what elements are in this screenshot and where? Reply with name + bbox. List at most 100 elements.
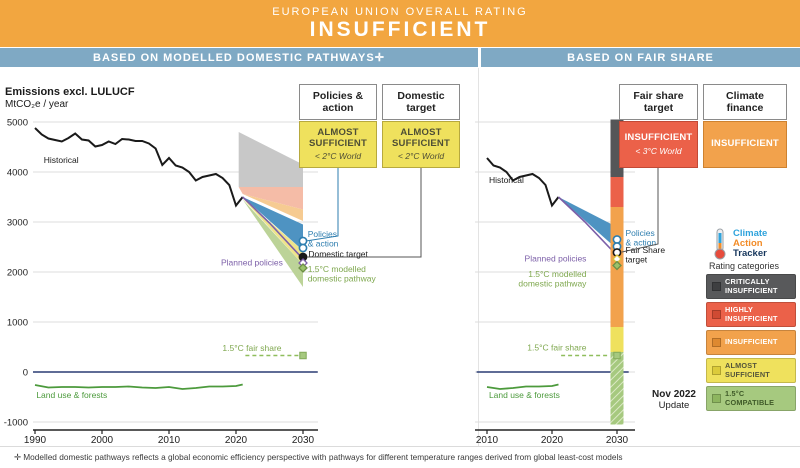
- land-use-forests-line: [486, 383, 559, 390]
- rating-value: INSUFFICIENT: [711, 138, 779, 150]
- chart-annotation: Planned policies: [525, 254, 587, 264]
- update-word: Update: [658, 400, 690, 411]
- chart-annotation: Planned policies: [221, 258, 283, 268]
- rating-world: < 2°C World: [397, 151, 445, 162]
- update-note: Nov 2022 Update: [642, 389, 706, 411]
- rating-value: INSUFFICIENT: [624, 132, 693, 144]
- y-tick-label: 1000: [7, 318, 28, 329]
- legend-item-label: ALMOST SUFFICIENT: [725, 361, 770, 379]
- legend-item-almost-sufficient: ALMOST SUFFICIENT: [706, 358, 796, 383]
- cat-logo: Climate Action Tracker: [711, 227, 767, 261]
- legend-item-label: INSUFFICIENT: [725, 337, 778, 347]
- section-header-domestic-pathways: BASED ON MODELLED DOMESTIC PATHWAYS✛: [0, 48, 478, 67]
- legend-swatch-icon: [712, 394, 721, 403]
- highly-insufficient-range: [238, 187, 303, 210]
- rating-world: < 2°C World: [314, 151, 362, 162]
- footnote: ✛ Modelled domestic pathways reflects a …: [0, 446, 800, 468]
- planned-policies-line: [557, 196, 618, 257]
- y-tick-label: 5000: [7, 118, 28, 129]
- chart-annotation: domestic pathway: [308, 274, 377, 284]
- legend-item-label: CRITICALLY INSUFFICIENT: [725, 277, 778, 295]
- land-use-forests-line: [34, 383, 243, 390]
- domestic-target-rating-box: ALMOST SUFFICIENT < 2°C World: [382, 121, 460, 168]
- policies-action-range: [242, 197, 303, 251]
- logo-line-action: Action: [733, 238, 763, 250]
- chart-annotation: & action: [308, 239, 339, 249]
- section-header-fair-share: BASED ON FAIR SHARE: [481, 48, 800, 67]
- rating-value: ALMOST SUFFICIENT: [309, 126, 367, 149]
- header-title: EUROPEAN UNION OVERALL RATING: [272, 6, 528, 18]
- logo-line-tracker: Tracker: [733, 247, 767, 259]
- fair-share-1p5-end-marker: [299, 351, 307, 360]
- policies-action-box-title: Policies & action: [299, 84, 377, 120]
- rating-world: < 3°C World: [635, 145, 682, 156]
- logo-line-climate: Climate: [733, 228, 768, 240]
- overall-rating-value: INSUFFICIENT: [309, 18, 491, 41]
- chart-annotation: Fair Share: [625, 245, 665, 255]
- fair-share-target-box-title: Fair share target: [619, 84, 698, 120]
- rating-value: ALMOST SUFFICIENT: [392, 126, 450, 149]
- legend-item-insufficient: INSUFFICIENT: [706, 330, 796, 355]
- x-tick-label: 2020: [225, 435, 248, 446]
- y-axis-title: Emissions excl. LULUCF MtCO₂e / year: [5, 86, 135, 110]
- chart-annotation: Policies: [308, 229, 337, 239]
- chart-annotation: Domestic target: [308, 249, 368, 259]
- climate-finance-box-title: Climate finance: [703, 84, 787, 120]
- policies-action-high-marker: [298, 236, 308, 246]
- legend-swatch-icon: [712, 310, 721, 319]
- chart-annotation: 1.5°C modelled: [308, 264, 366, 274]
- chart-annotation: Historical: [44, 155, 79, 165]
- y-tick-label: -1000: [4, 418, 28, 429]
- axis-title-line1: Emissions excl. LULUCF: [5, 86, 135, 98]
- chart-annotation: 1.5°C modelled: [528, 269, 586, 279]
- x-tick-label: 2010: [476, 435, 499, 446]
- compatible-range: [242, 199, 303, 287]
- cat-logo-icon: [714, 228, 726, 260]
- policies-action-rating-box: ALMOST SUFFICIENT < 2°C World: [299, 121, 377, 168]
- chart-annotation: 1.5°C fair share: [222, 343, 281, 353]
- rating-categories-label: Rating categories: [709, 261, 780, 271]
- chart-annotation: Land use & forests: [36, 390, 107, 400]
- domestic-pathways-chart: 1990 2000 2010 2020 2030 5000 4000 3000 2000 1000…: [4, 118, 377, 447]
- policies-action-low-marker: [298, 243, 308, 253]
- rating-bar-highly-insufficient: [610, 177, 624, 207]
- chart-annotation: Historical: [489, 175, 524, 185]
- x-tick-label: 2030: [606, 435, 629, 446]
- chart-annotation: Policies: [625, 228, 654, 238]
- panel-divider: [478, 68, 479, 446]
- legend-item-highly-insufficient: HIGHLY INSUFFICIENT: [706, 302, 796, 327]
- insufficient-range: [242, 194, 303, 221]
- rating-categories-legend: CRITICALLY INSUFFICIENT HIGHLY INSUFFICI…: [706, 274, 796, 411]
- chart-annotation: domestic pathway: [518, 279, 587, 289]
- chart-annotation: 1.5°C fair share: [527, 343, 586, 353]
- x-tick-label: 2000: [91, 435, 114, 446]
- legend-swatch-icon: [712, 366, 721, 375]
- fair-share-1p5-end-marker: [613, 351, 621, 360]
- axis-title-line2: MtCO₂e / year: [5, 99, 69, 110]
- climate-finance-rating-box: INSUFFICIENT: [703, 121, 787, 168]
- almost-sufficient-range: [242, 198, 303, 265]
- planned-policies-line: [242, 196, 304, 260]
- legend-swatch-icon: [712, 282, 721, 291]
- modelled-pathway-end-marker: [298, 263, 308, 273]
- y-tick-label: 4000: [7, 168, 28, 179]
- legend-swatch-icon: [712, 338, 721, 347]
- chart-annotation: Land use & forests: [489, 390, 560, 400]
- historical-line: [486, 157, 560, 208]
- modelled-pathway-end-marker: [612, 260, 622, 271]
- cat-logo-text: Climate Action Tracker: [733, 229, 767, 259]
- overall-rating-header: EUROPEAN UNION OVERALL RATING INSUFFICIE…: [0, 0, 800, 47]
- y-tick-label: 0: [23, 368, 28, 379]
- x-tick-label: 1990: [24, 435, 47, 446]
- x-tick-label: 2030: [292, 435, 315, 446]
- fair-share-target-rating-box: INSUFFICIENT < 3°C World: [619, 121, 698, 168]
- legend-item-label: 1.5°C COMPATIBLE: [725, 389, 775, 407]
- x-tick-label: 2020: [541, 435, 564, 446]
- update-date: Nov 2022: [652, 389, 696, 400]
- policies-action-high-marker: [612, 235, 622, 244]
- legend-item-label: HIGHLY INSUFFICIENT: [725, 305, 778, 323]
- y-tick-label: 2000: [7, 268, 28, 279]
- critically-insufficient-range: [238, 132, 303, 187]
- legend-item-15c-compatible: 1.5°C COMPATIBLE: [706, 386, 796, 411]
